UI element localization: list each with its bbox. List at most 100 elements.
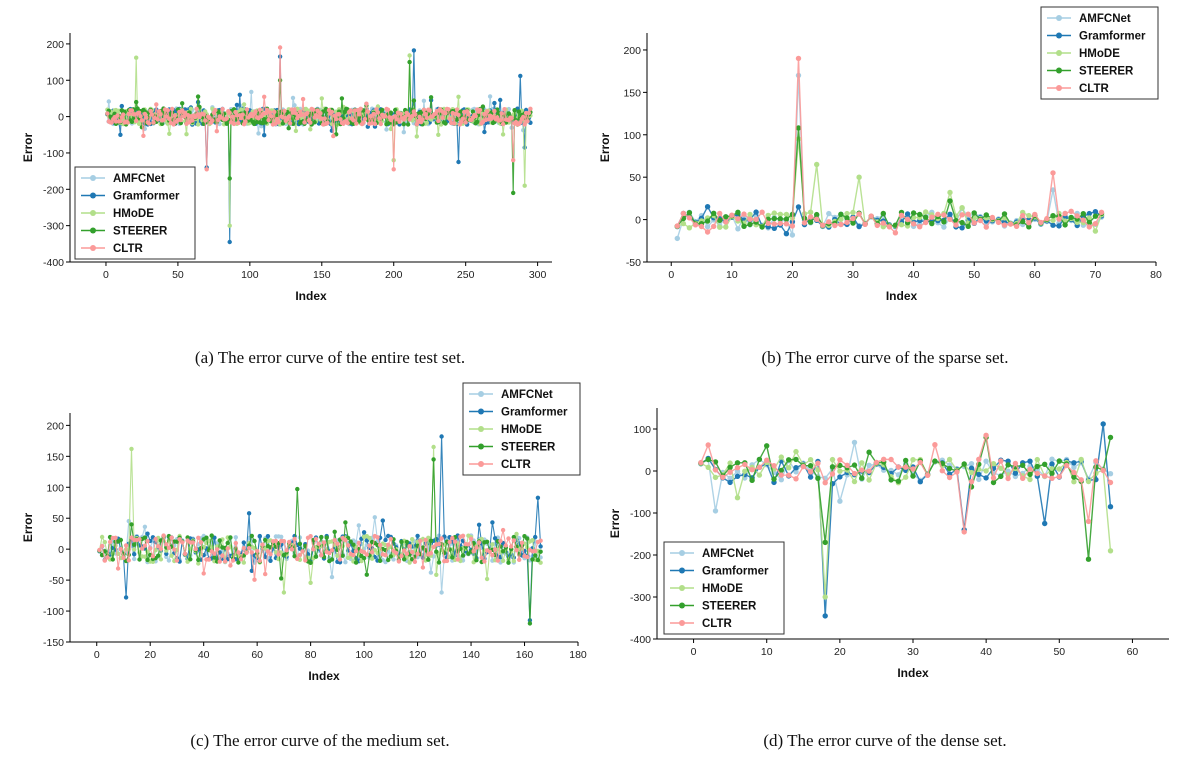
data-point [421, 98, 427, 104]
x-tick-label: 200 [385, 269, 403, 281]
data-point [284, 548, 289, 553]
legend-item: AMFCNet [670, 548, 754, 560]
data-point [249, 550, 254, 555]
data-point [519, 540, 525, 545]
data-point [771, 463, 777, 469]
x-tick-label: 0 [94, 649, 100, 661]
data-point [903, 474, 909, 480]
data-point [692, 222, 699, 228]
legend-swatch-marker [1056, 15, 1062, 21]
y-tick-label: 0 [58, 112, 64, 124]
y-tick-label: -150 [43, 637, 64, 649]
data-point [170, 106, 175, 112]
data-point [1107, 479, 1114, 486]
data-point [118, 119, 123, 124]
data-point [279, 576, 284, 581]
data-point [712, 467, 719, 473]
data-point [295, 486, 300, 492]
data-point [132, 552, 137, 557]
data-point [421, 107, 427, 113]
y-tick-label: -100 [630, 508, 651, 520]
data-point [976, 471, 982, 478]
data-point [207, 115, 212, 121]
data-point [712, 474, 719, 481]
data-point [476, 540, 482, 545]
data-point [361, 530, 367, 535]
legend: AMFCNet Gramformer HMoDE STEERER CLTR [74, 166, 196, 260]
data-point [466, 112, 471, 117]
data-point [983, 475, 989, 481]
legend-label: AMFCNet [1079, 13, 1131, 25]
legend-label: HMoDE [501, 424, 542, 436]
data-point [277, 78, 283, 83]
data-point [487, 94, 493, 99]
data-point [436, 132, 441, 137]
legend-label: Gramformer [702, 566, 769, 578]
data-point [674, 235, 680, 242]
data-point [1027, 476, 1033, 483]
data-point [1092, 209, 1099, 215]
data-point [266, 117, 271, 123]
data-point [837, 474, 843, 480]
data-point [946, 465, 953, 472]
legend-label: Gramformer [501, 407, 568, 419]
x-tick-label: 0 [103, 269, 109, 281]
data-point [1005, 475, 1011, 482]
data-point [511, 534, 516, 540]
data-point [129, 522, 134, 527]
data-point [822, 613, 828, 619]
y-tick-label: -50 [626, 257, 641, 269]
data-point [1026, 220, 1032, 226]
data-point [456, 112, 461, 118]
data-point [477, 107, 483, 113]
data-point [932, 442, 938, 448]
legend-item: STEERER [469, 442, 556, 454]
data-point [293, 111, 299, 116]
data-point [102, 558, 108, 563]
data-point [759, 209, 765, 215]
data-point [236, 560, 241, 565]
series-cltr [698, 432, 1114, 535]
data-point [904, 211, 911, 217]
data-point [132, 547, 137, 552]
data-point [265, 549, 271, 554]
data-point [303, 558, 308, 563]
data-point [704, 218, 711, 224]
legend-swatch-marker [478, 461, 484, 467]
data-point [214, 129, 219, 134]
data-point [742, 468, 748, 474]
data-point [257, 533, 262, 539]
data-point [351, 118, 356, 123]
data-point [158, 112, 163, 117]
caption-a: (a) The error curve of the entire test s… [194, 348, 466, 367]
data-point [729, 212, 735, 218]
data-point [807, 474, 814, 480]
data-point [158, 546, 164, 552]
data-point [530, 538, 535, 543]
data-point [217, 538, 222, 543]
data-point [407, 544, 412, 549]
data-point [1062, 210, 1068, 217]
data-point [431, 444, 436, 450]
data-point [188, 106, 194, 112]
y-tick-label: -100 [43, 148, 64, 160]
data-point [851, 470, 858, 477]
data-point [386, 542, 391, 547]
x-tick-label: 180 [569, 649, 587, 661]
data-point [102, 539, 108, 545]
data-point [125, 120, 130, 125]
data-point [431, 457, 436, 462]
data-point [888, 456, 894, 463]
data-point [492, 547, 498, 552]
data-point [134, 99, 139, 105]
y-axis-label: Error [21, 132, 35, 162]
data-point [252, 538, 257, 544]
data-point [138, 114, 143, 119]
data-point [329, 557, 335, 562]
data-point [783, 216, 790, 222]
data-point [148, 546, 153, 551]
legend-label: CLTR [113, 243, 144, 255]
data-point [234, 102, 240, 108]
data-point [923, 214, 929, 220]
data-point [249, 568, 254, 573]
